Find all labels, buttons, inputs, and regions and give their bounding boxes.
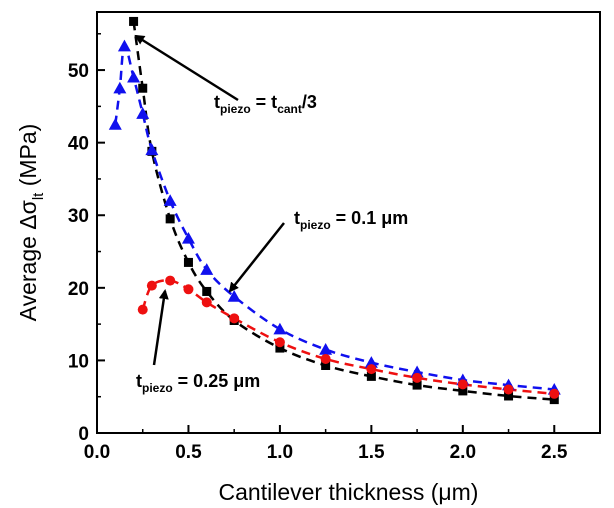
label-subscript: piezo [142,381,173,395]
data-point-cant_third [202,286,212,296]
ticks: 0.0 0.5 1.0 1.5 2.0 2.5 0 10 20 30 40 50 [68,33,568,463]
label-text: Average Δσ [15,200,41,321]
data-point-p0_1 [200,263,214,275]
annotation-arrow-p0_25 [152,289,169,366]
label-text: (MPa) [15,124,41,193]
label-subscript: lt [30,192,47,200]
annotation-cant_third: tpiezo = tcant/3 [214,92,317,116]
data-point-p0_25 [457,379,468,390]
data-point-cant_third [129,16,139,26]
data-point-cant_third [275,343,285,353]
x-tick-label: 0.5 [175,442,202,463]
data-point-p0_1 [117,39,131,52]
x-tick-label: 1.5 [358,442,385,463]
label-text: = 0.1 μm [331,208,409,228]
y-tick-label: 0 [78,424,89,445]
labels: Cantilever thickness (μm) Average Δσlt (M… [15,92,478,505]
data-point-cant_third [321,360,331,370]
y-tick-label: 10 [68,351,89,372]
y-tick-label: 30 [68,206,89,227]
data-point-cant_third [366,371,376,381]
arrows [134,34,285,366]
data-point-p0_25 [320,353,331,364]
data-point-p0_25 [137,304,148,315]
label-subscript: cant [277,102,302,116]
x-tick-label: 0.0 [84,442,110,463]
data-point-p0_1 [113,81,127,94]
data-point-p0_1 [145,143,159,156]
annotation-arrow-p0_1 [228,222,285,293]
data-point-p0_1 [227,290,241,302]
markers [108,16,561,405]
data-point-cant_third [412,380,422,390]
data-point-p0_25 [549,388,560,399]
data-point-p0_1 [364,356,378,368]
label-subscript: piezo [300,218,331,232]
label-text: t [214,92,220,112]
data-point-p0_1 [163,194,177,206]
series-line-cant_third [132,21,555,401]
data-point-p0_25 [183,284,194,295]
data-point-p0_25 [412,372,423,383]
data-point-p0_25 [146,280,157,291]
data-point-p0_25 [366,364,377,375]
y-axis-title: Average Δσlt (MPa) [15,124,47,322]
annotation-arrow-cant_third [134,34,239,102]
annotation-p0_1: tpiezo = 0.1 μm [294,208,408,232]
data-point-p0_1 [181,231,195,244]
data-point-p0_25 [201,297,212,308]
data-point-cant_third [504,391,514,401]
x-tick-label: 2.5 [541,442,568,463]
label-text: t [294,208,300,228]
y-tick-label: 50 [68,61,89,82]
data-point-cant_third [458,386,468,396]
label-text: /3 [302,92,317,112]
data-point-p0_1 [319,343,333,355]
data-point-p0_1 [108,118,122,130]
data-point-p0_25 [229,313,240,324]
label-text: t [136,371,142,391]
data-point-p0_1 [273,322,287,335]
data-point-cant_third [138,83,148,93]
data-point-p0_25 [274,337,285,348]
y-tick-label: 20 [68,279,89,300]
annotation-p0_25: tpiezo = 0.25 μm [136,371,260,395]
data-point-p0_1 [136,107,150,119]
x-tick-label: 2.0 [450,442,476,463]
data-point-p0_1 [127,70,141,83]
data-point-cant_third [165,214,175,224]
y-tick-label: 40 [68,134,89,155]
data-point-p0_25 [165,275,176,286]
data-point-cant_third [549,395,559,405]
label-text: = t [251,92,278,112]
x-tick-label: 1.0 [267,442,293,463]
label-text: = 0.25 μm [173,371,261,391]
data-point-p0_25 [503,384,514,395]
x-axis-title: Cantilever thickness (μm) [219,479,479,505]
plot-frame [96,11,601,434]
data-point-cant_third [183,257,193,267]
label-subscript: piezo [220,102,251,116]
